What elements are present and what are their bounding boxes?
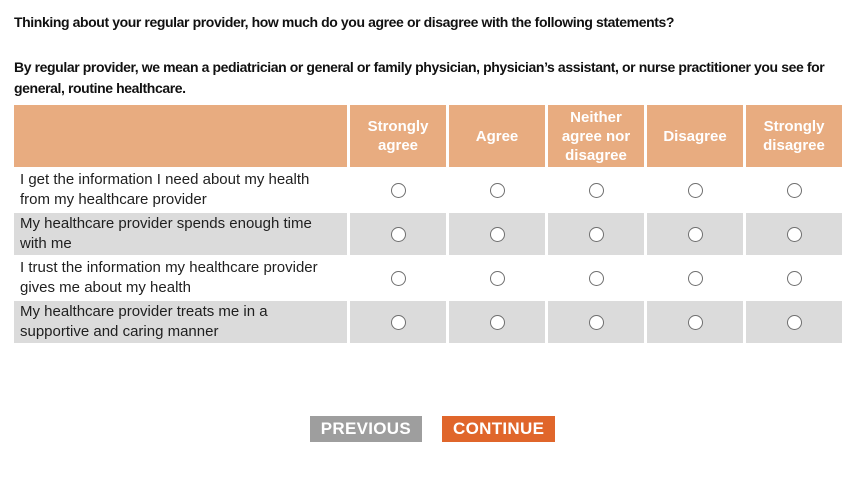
radio-cell[interactable]: [647, 213, 743, 255]
radio-button[interactable]: [786, 182, 802, 198]
radio-button[interactable]: [588, 314, 604, 330]
radio-button[interactable]: [786, 226, 802, 242]
radio-cell[interactable]: [449, 169, 545, 211]
radio-button[interactable]: [786, 314, 802, 330]
radio-cell[interactable]: [449, 301, 545, 343]
radio-cell[interactable]: [350, 169, 446, 211]
radio-cell[interactable]: [746, 257, 842, 299]
radio-button[interactable]: [489, 270, 505, 286]
radio-button[interactable]: [687, 182, 703, 198]
radio-button[interactable]: [390, 182, 406, 198]
radio-button[interactable]: [390, 226, 406, 242]
statement-label: My healthcare provider treats me in a su…: [14, 301, 347, 343]
statement-label: I get the information I need about my he…: [14, 169, 347, 211]
radio-cell[interactable]: [548, 213, 644, 255]
question-intro: Thinking about your regular provider, ho…: [14, 14, 675, 30]
radio-button[interactable]: [489, 314, 505, 330]
continue-button[interactable]: CONTINUE: [442, 416, 556, 442]
survey-page: Thinking about your regular provider, ho…: [0, 12, 865, 497]
radio-button[interactable]: [687, 226, 703, 242]
radio-cell[interactable]: [350, 301, 446, 343]
column-header: Strongly disagree: [746, 105, 842, 167]
radio-cell[interactable]: [746, 169, 842, 211]
statement-label: My healthcare provider spends enough tim…: [14, 213, 347, 255]
radio-cell[interactable]: [647, 169, 743, 211]
matrix-header-blank: [14, 105, 347, 167]
radio-cell[interactable]: [548, 169, 644, 211]
column-header: Neither agree nor disagree: [548, 105, 644, 167]
column-header: Disagree: [647, 105, 743, 167]
radio-button[interactable]: [390, 314, 406, 330]
radio-button[interactable]: [588, 270, 604, 286]
radio-cell[interactable]: [350, 213, 446, 255]
radio-button[interactable]: [489, 182, 505, 198]
radio-button[interactable]: [687, 314, 703, 330]
radio-button[interactable]: [588, 182, 604, 198]
column-header: Agree: [449, 105, 545, 167]
radio-cell[interactable]: [350, 257, 446, 299]
radio-cell[interactable]: [746, 213, 842, 255]
question-note: By regular provider, we mean a pediatric…: [14, 59, 825, 96]
column-header: Strongly agree: [350, 105, 446, 167]
radio-button[interactable]: [390, 270, 406, 286]
radio-cell[interactable]: [449, 213, 545, 255]
radio-cell[interactable]: [449, 257, 545, 299]
response-matrix: Strongly agree Agree Neither agree nor dis…: [14, 105, 845, 343]
statement-label: I trust the information my healthcare pr…: [14, 257, 347, 299]
radio-cell[interactable]: [548, 301, 644, 343]
button-bar: PREVIOUS CONTINUE: [0, 416, 865, 442]
radio-cell[interactable]: [746, 301, 842, 343]
radio-button[interactable]: [687, 270, 703, 286]
radio-button[interactable]: [786, 270, 802, 286]
radio-button[interactable]: [588, 226, 604, 242]
radio-button[interactable]: [489, 226, 505, 242]
radio-cell[interactable]: [647, 301, 743, 343]
radio-cell[interactable]: [647, 257, 743, 299]
radio-cell[interactable]: [548, 257, 644, 299]
previous-button[interactable]: PREVIOUS: [309, 416, 423, 442]
